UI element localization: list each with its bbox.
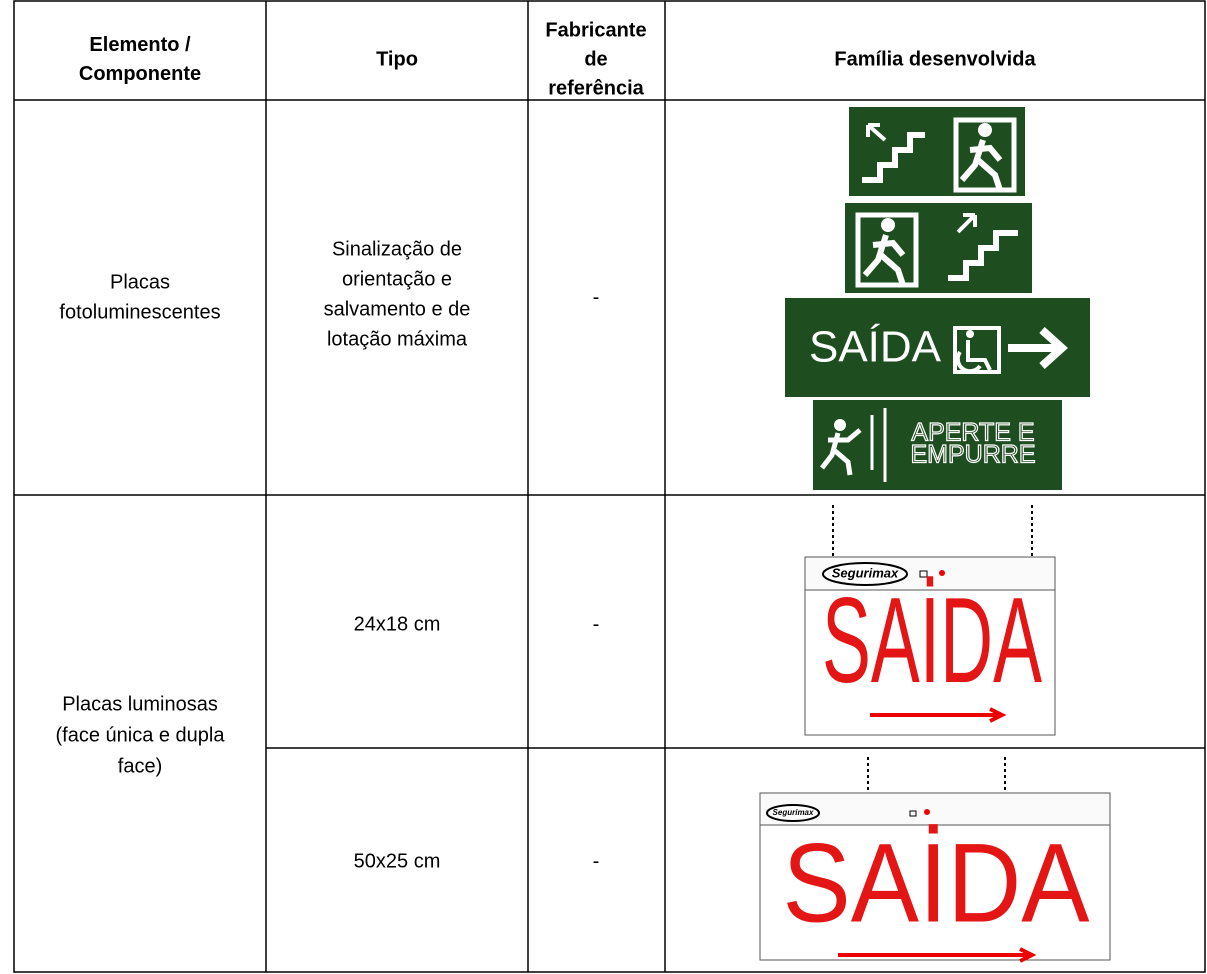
manufacturer-cell: -: [593, 286, 600, 308]
element-cell: Placas luminosas: [62, 693, 218, 715]
header-cell: Componente: [79, 63, 201, 85]
header-cell: referência: [548, 77, 644, 99]
type-cell: Sinalização de: [332, 238, 462, 260]
header-cell: Elemento /: [89, 34, 191, 56]
grid: [13, 0, 1206, 973]
type-cell: 24x18 cm: [354, 613, 441, 635]
type-cell: 50x25 cm: [354, 850, 441, 872]
element-cell: Placas: [110, 271, 170, 293]
header-cell: Fabricante: [545, 19, 646, 41]
sign-text: SAİDA: [822, 572, 1042, 708]
element-cell: (face única e dupla: [55, 724, 225, 746]
sign-text: SAİDA: [783, 821, 1090, 946]
element-cell: fotoluminescentes: [59, 301, 220, 323]
sign-text: EMPURRE: [910, 441, 1035, 469]
sign-stairs-up: [845, 203, 1032, 293]
manufacturer-cell: -: [593, 850, 600, 872]
type-cell: salvamento e de: [324, 298, 471, 320]
luminous-sign-small: [804, 505, 1056, 736]
header-cell: Família desenvolvida: [834, 48, 1036, 70]
sign-exit: [785, 298, 1090, 397]
element-cell: face): [118, 755, 162, 777]
header-cell: de: [584, 48, 607, 70]
sign-push: [813, 400, 1062, 490]
sign-stairs-down: [849, 107, 1025, 196]
header-cell: Tipo: [376, 48, 418, 70]
type-cell: orientação e: [342, 268, 452, 290]
luminous-sign-large: [759, 757, 1111, 963]
brand-text: Segurimax: [773, 808, 814, 817]
brand-text: Segurimax: [832, 565, 899, 580]
manufacturer-cell: -: [593, 613, 600, 635]
type-cell: lotação máxima: [327, 328, 468, 350]
sign-text: APERTE E: [911, 419, 1034, 447]
sign-text: SAÍDA: [809, 323, 942, 372]
